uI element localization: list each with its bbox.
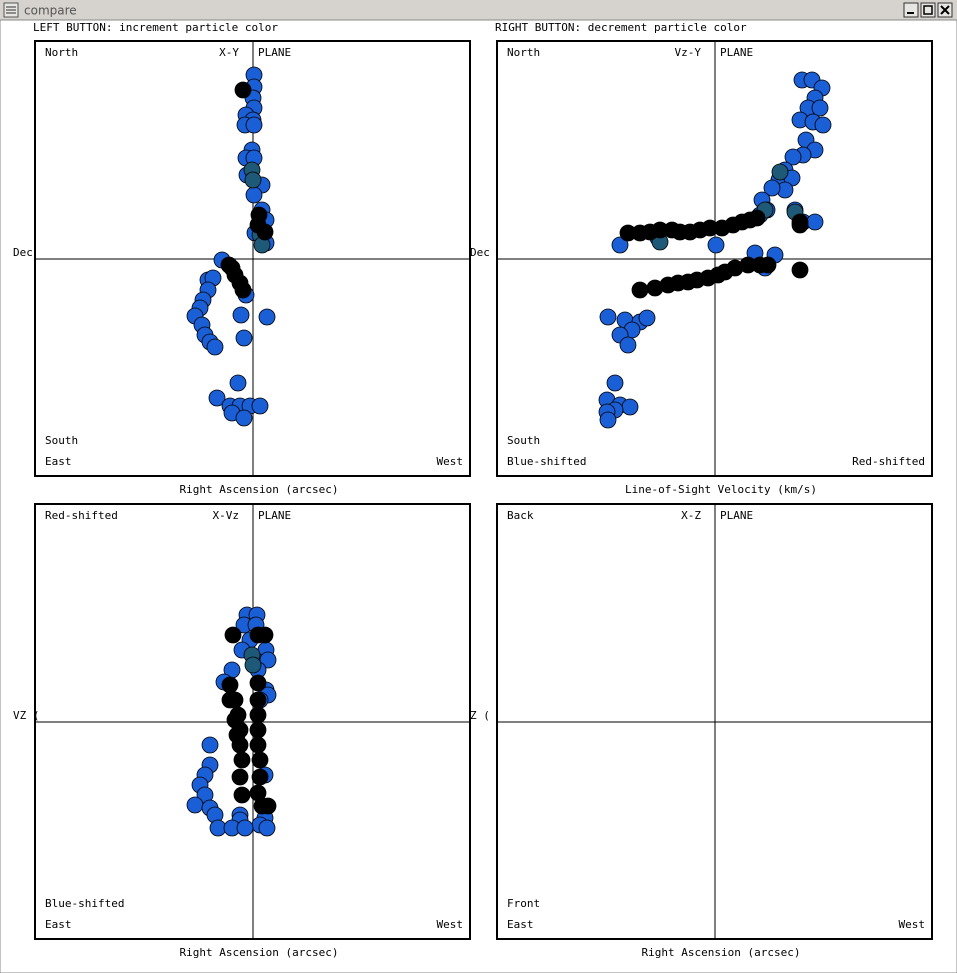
particle bbox=[206, 338, 224, 356]
particle bbox=[249, 736, 267, 754]
particle bbox=[256, 626, 274, 644]
particle bbox=[806, 213, 824, 231]
direction-label: South bbox=[45, 434, 78, 447]
plane-label: X-Z bbox=[681, 509, 701, 522]
direction-label: Red-shifted bbox=[45, 509, 118, 522]
particle bbox=[707, 236, 725, 254]
direction-label: East bbox=[45, 455, 72, 468]
particle bbox=[201, 736, 219, 754]
particle bbox=[236, 819, 254, 837]
direction-label: Blue-shifted bbox=[507, 455, 586, 468]
particle bbox=[814, 116, 832, 134]
direction-label: East bbox=[45, 918, 72, 931]
plane-label: PLANE bbox=[720, 509, 753, 522]
particle bbox=[226, 691, 244, 709]
direction-label: West bbox=[437, 918, 464, 931]
y-axis-label: Dec bbox=[470, 246, 490, 259]
particle bbox=[771, 163, 789, 181]
direction-label: West bbox=[899, 918, 926, 931]
particle bbox=[611, 236, 629, 254]
direction-label: East bbox=[507, 918, 534, 931]
particle bbox=[259, 651, 277, 669]
particle bbox=[748, 209, 766, 227]
particle bbox=[234, 281, 252, 299]
particle bbox=[258, 308, 276, 326]
particle bbox=[791, 261, 809, 279]
particle bbox=[249, 706, 267, 724]
particle bbox=[638, 309, 656, 327]
particle bbox=[251, 397, 269, 415]
plane-label: Vz-Y bbox=[675, 46, 702, 59]
particle bbox=[208, 389, 226, 407]
title-bar bbox=[0, 0, 957, 20]
particle bbox=[259, 797, 277, 815]
particle bbox=[244, 171, 262, 189]
particle bbox=[763, 179, 781, 197]
x-axis-label: Line-of-Sight Velocity (km/s) bbox=[625, 483, 817, 496]
particle bbox=[233, 751, 251, 769]
particle bbox=[244, 656, 262, 674]
direction-label: West bbox=[437, 455, 464, 468]
particle bbox=[186, 796, 204, 814]
particle bbox=[599, 308, 617, 326]
particle bbox=[224, 626, 242, 644]
direction-label: North bbox=[45, 46, 78, 59]
particle bbox=[245, 186, 263, 204]
plane-label: PLANE bbox=[258, 509, 291, 522]
window-title: compare bbox=[24, 4, 77, 18]
particle bbox=[249, 691, 267, 709]
instruction: RIGHT BUTTON: decrement particle color bbox=[495, 21, 747, 34]
particle bbox=[606, 374, 624, 392]
particle bbox=[251, 751, 269, 769]
plane-label: X-Vz bbox=[213, 509, 240, 522]
direction-label: Back bbox=[507, 509, 534, 522]
y-axis-label: VZ ( bbox=[13, 709, 40, 722]
particle bbox=[231, 768, 249, 786]
minimize-button[interactable] bbox=[903, 2, 919, 18]
particle bbox=[229, 374, 247, 392]
particle bbox=[621, 398, 639, 416]
particle bbox=[811, 99, 829, 117]
maximize-button[interactable] bbox=[920, 2, 936, 18]
window-menu-icon[interactable] bbox=[3, 2, 19, 18]
particle bbox=[245, 116, 263, 134]
direction-label: South bbox=[507, 434, 540, 447]
x-axis-label: Right Ascension (arcsec) bbox=[642, 946, 801, 959]
particle bbox=[619, 336, 637, 354]
plane-label: PLANE bbox=[258, 46, 291, 59]
particle bbox=[759, 256, 777, 274]
direction-label: Red-shifted bbox=[852, 455, 925, 468]
particle bbox=[235, 329, 253, 347]
direction-label: North bbox=[507, 46, 540, 59]
x-axis-label: Right Ascension (arcsec) bbox=[180, 946, 339, 959]
particle bbox=[784, 148, 802, 166]
y-axis-label: Z ( bbox=[470, 709, 490, 722]
particle bbox=[235, 409, 253, 427]
direction-label: Blue-shifted bbox=[45, 897, 124, 910]
x-axis-label: Right Ascension (arcsec) bbox=[180, 483, 339, 496]
particle bbox=[258, 819, 276, 837]
direction-label: Front bbox=[507, 897, 540, 910]
instruction: LEFT BUTTON: increment particle color bbox=[33, 21, 278, 34]
particle bbox=[599, 411, 617, 429]
plane-label: X-Y bbox=[219, 46, 239, 59]
particle bbox=[251, 768, 269, 786]
particle bbox=[631, 281, 649, 299]
plane-label: PLANE bbox=[720, 46, 753, 59]
particle bbox=[249, 721, 267, 739]
particle bbox=[232, 306, 250, 324]
particle bbox=[231, 736, 249, 754]
particle bbox=[249, 674, 267, 692]
particle bbox=[233, 786, 251, 804]
particle bbox=[791, 216, 809, 234]
close-button[interactable] bbox=[937, 2, 953, 18]
y-axis-label: Dec bbox=[13, 246, 33, 259]
particle bbox=[221, 676, 239, 694]
particle bbox=[256, 223, 274, 241]
particle bbox=[234, 81, 252, 99]
